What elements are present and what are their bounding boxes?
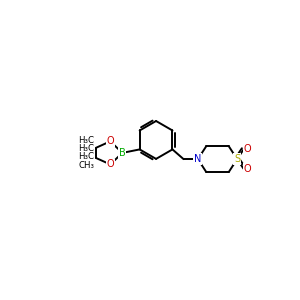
Text: O: O [244,164,252,174]
Text: H₃C: H₃C [78,152,94,161]
Text: S: S [234,154,240,164]
Text: O: O [106,159,114,170]
Text: B: B [119,148,126,158]
Text: H₃C: H₃C [78,136,94,145]
Text: O: O [244,144,252,154]
Text: CH₃: CH₃ [78,161,94,170]
Text: N: N [194,154,202,164]
Text: N: N [194,154,202,164]
Text: O: O [106,136,114,146]
Text: H₃C: H₃C [78,145,94,154]
